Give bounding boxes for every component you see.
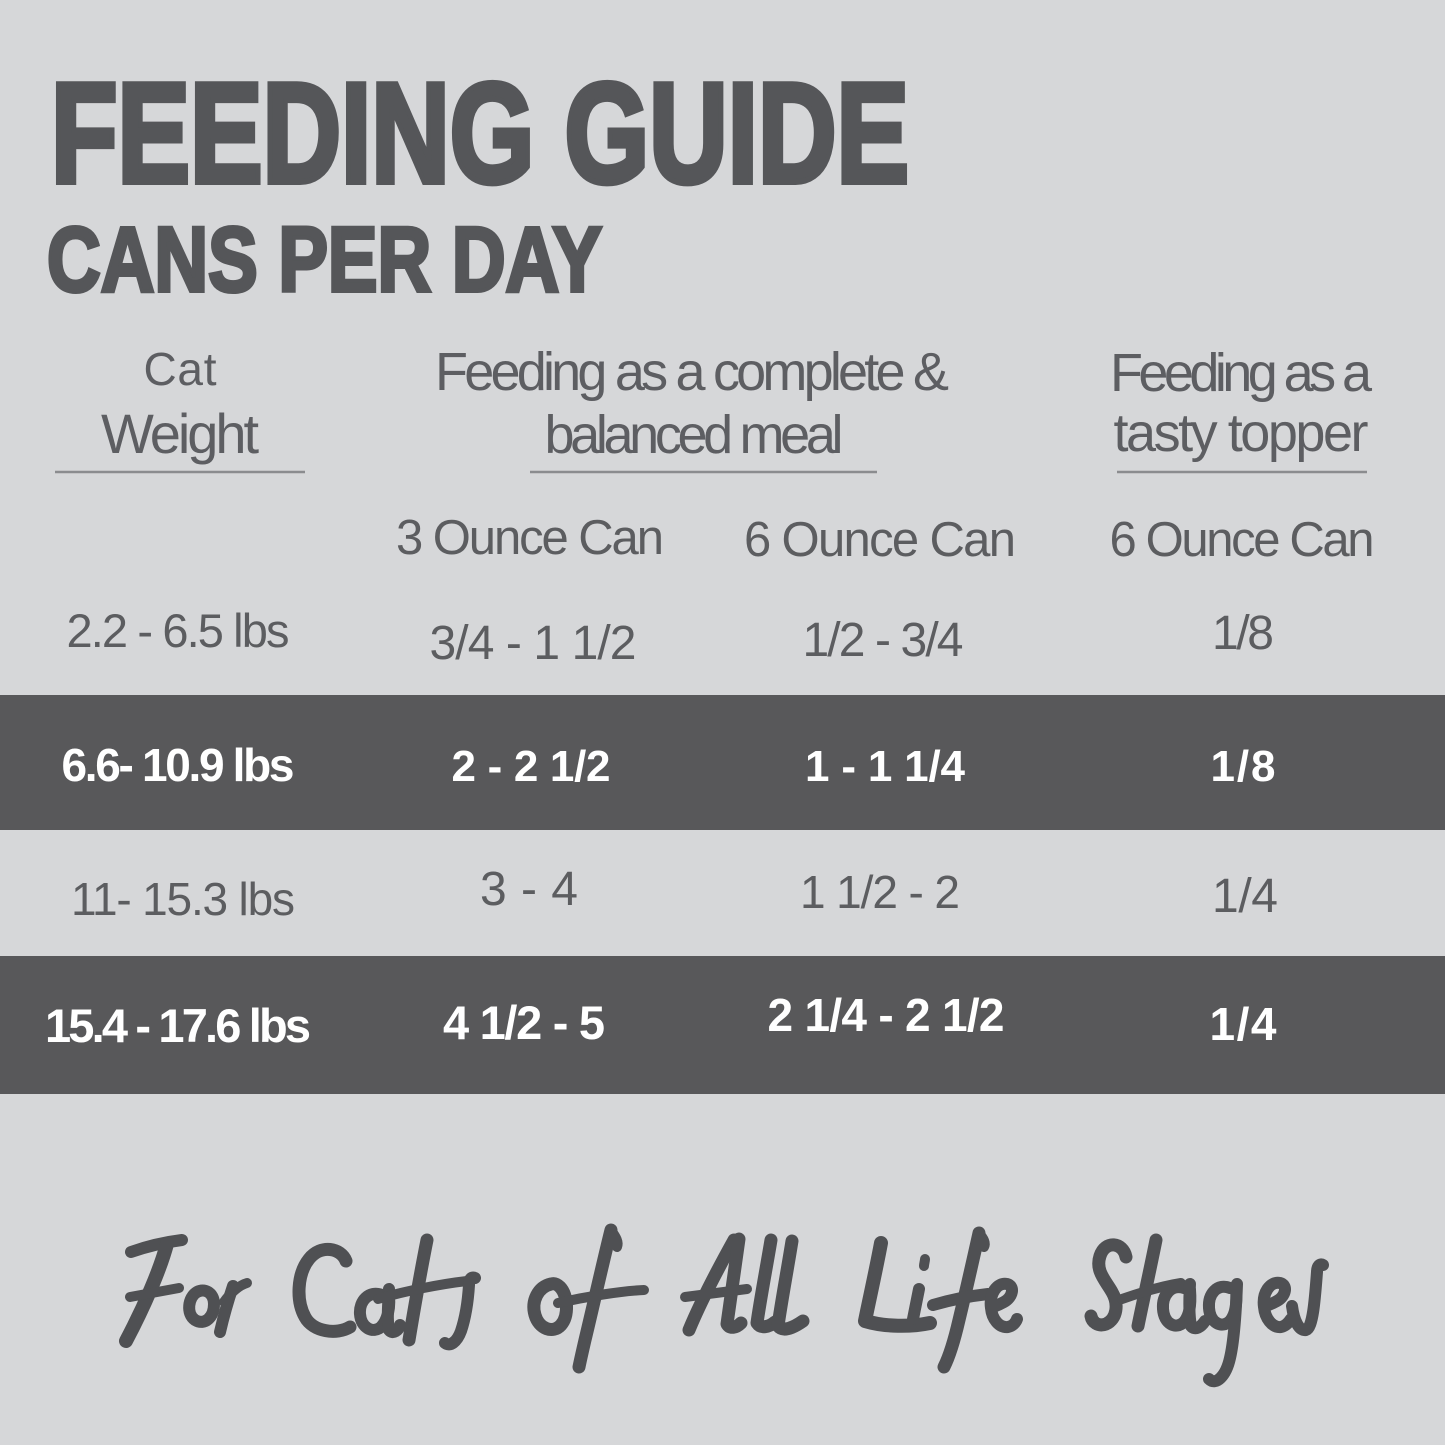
svg-text:3 Ounce Can: 3 Ounce Can [396, 511, 664, 565]
svg-text:3/4 - 1 1/2: 3/4 - 1 1/2 [430, 617, 637, 670]
svg-text:6 Ounce Can: 6 Ounce Can [1110, 513, 1375, 567]
svg-text:1/8: 1/8 [1212, 607, 1274, 660]
svg-text:4 1/2 - 5: 4 1/2 - 5 [443, 996, 605, 1049]
svg-text:tasty topper: tasty topper [1114, 403, 1369, 463]
svg-text:CANS PER DAY: CANS PER DAY [47, 209, 602, 311]
svg-text:Cat: Cat [144, 343, 217, 395]
svg-text:1 - 1 1/4: 1 - 1 1/4 [805, 742, 966, 791]
svg-text:FEEDING GUIDE: FEEDING GUIDE [51, 54, 909, 213]
svg-text:Feeding as a: Feeding as a [1110, 343, 1373, 403]
svg-text:2 1/4 - 2 1/2: 2 1/4 - 2 1/2 [768, 989, 1005, 1041]
svg-text:6 Ounce Can: 6 Ounce Can [744, 513, 1016, 567]
svg-text:Feeding as a complete &: Feeding as a complete & [435, 342, 949, 402]
svg-text:1/2 - 3/4: 1/2 - 3/4 [803, 614, 964, 667]
svg-text:1 1/2 - 2: 1 1/2 - 2 [800, 866, 960, 918]
svg-text:1/4: 1/4 [1210, 998, 1277, 1050]
svg-text:1/4: 1/4 [1212, 870, 1278, 923]
svg-text:1/8: 1/8 [1211, 742, 1276, 791]
svg-text:3 - 4: 3 - 4 [480, 863, 578, 916]
svg-text:Weight: Weight [101, 402, 259, 465]
svg-text:2.2 - 6.5 lbs: 2.2 - 6.5 lbs [67, 604, 290, 657]
svg-text:11- 15.3 lbs: 11- 15.3 lbs [71, 873, 295, 925]
svg-text:6.6- 10.9 lbs: 6.6- 10.9 lbs [62, 739, 295, 791]
svg-text:2 - 2 1/2: 2 - 2 1/2 [452, 742, 611, 791]
svg-text:15.4 - 17.6 lbs: 15.4 - 17.6 lbs [45, 999, 311, 1052]
svg-text:balanced meal: balanced meal [545, 405, 844, 465]
